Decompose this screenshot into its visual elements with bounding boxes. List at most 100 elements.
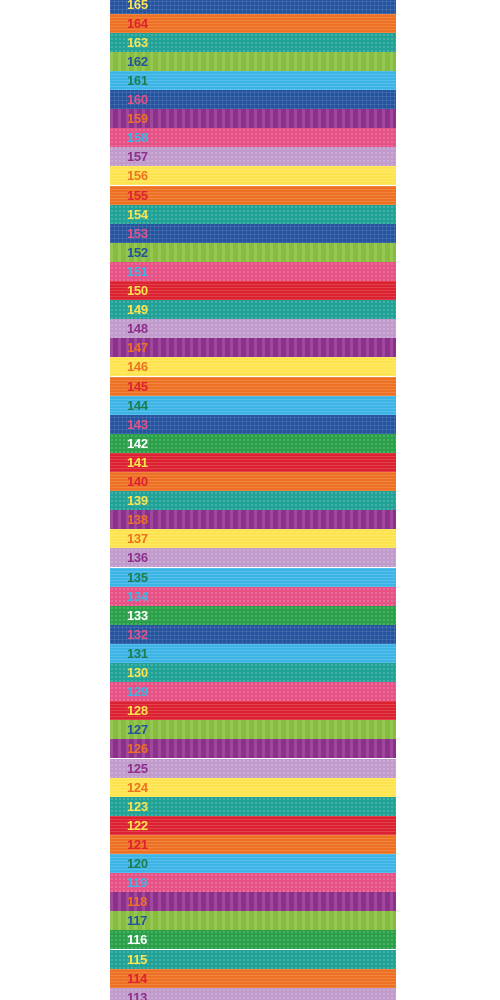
height-label: 151 bbox=[127, 263, 148, 279]
height-band: 131 bbox=[110, 643, 396, 663]
band-pattern bbox=[110, 567, 396, 587]
height-label: 160 bbox=[127, 92, 148, 107]
height-label: 121 bbox=[127, 836, 148, 852]
height-label: 117 bbox=[127, 913, 148, 929]
band-pattern bbox=[110, 204, 396, 224]
band-pattern bbox=[110, 624, 396, 644]
height-band: 115 bbox=[110, 949, 396, 969]
band-pattern bbox=[110, 128, 396, 148]
height-label: 142 bbox=[127, 435, 148, 451]
height-band: 161 bbox=[110, 70, 396, 90]
band-pattern bbox=[110, 395, 396, 415]
height-band: 155 bbox=[110, 185, 396, 205]
height-label: 145 bbox=[127, 378, 148, 394]
height-band: 129 bbox=[110, 682, 396, 702]
height-label: 164 bbox=[127, 15, 148, 31]
height-label: 137 bbox=[127, 531, 148, 547]
height-band: 120 bbox=[110, 854, 396, 874]
height-band: 122 bbox=[110, 815, 396, 835]
height-label: 154 bbox=[127, 206, 148, 222]
height-band: 137 bbox=[110, 529, 396, 549]
height-band: 124 bbox=[110, 777, 396, 797]
height-band: 149 bbox=[110, 300, 396, 320]
height-band: 151 bbox=[110, 261, 396, 281]
band-pattern bbox=[110, 605, 396, 625]
height-label: 162 bbox=[127, 53, 148, 69]
height-label: 150 bbox=[127, 283, 148, 298]
height-label: 122 bbox=[127, 817, 148, 833]
band-pattern bbox=[110, 720, 396, 740]
band-pattern bbox=[110, 529, 396, 549]
band-pattern bbox=[110, 472, 396, 492]
band-pattern bbox=[110, 357, 396, 377]
height-band: 157 bbox=[110, 147, 396, 167]
band-pattern bbox=[110, 873, 396, 893]
band-pattern bbox=[110, 185, 396, 205]
band-pattern bbox=[110, 586, 396, 606]
height-band: 158 bbox=[110, 128, 396, 148]
height-band: 130 bbox=[110, 663, 396, 683]
height-band: 118 bbox=[110, 892, 396, 912]
height-band: 126 bbox=[110, 739, 396, 759]
band-pattern bbox=[110, 701, 396, 721]
height-band: 164 bbox=[110, 13, 396, 33]
height-label: 127 bbox=[127, 722, 148, 738]
band-pattern bbox=[110, 319, 396, 339]
band-pattern bbox=[110, 261, 396, 281]
band-pattern bbox=[110, 433, 396, 453]
band-pattern bbox=[110, 281, 396, 301]
height-label: 155 bbox=[127, 187, 148, 203]
height-label: 147 bbox=[127, 340, 148, 356]
band-pattern bbox=[110, 376, 396, 396]
height-label: 123 bbox=[127, 798, 148, 814]
band-pattern bbox=[110, 223, 396, 243]
height-label: 115 bbox=[127, 951, 148, 967]
band-pattern bbox=[110, 147, 396, 167]
height-band: 145 bbox=[110, 376, 396, 396]
band-pattern bbox=[110, 796, 396, 816]
height-label: 125 bbox=[127, 760, 148, 776]
height-label: 129 bbox=[127, 684, 148, 700]
height-label: 165 bbox=[127, 0, 148, 12]
height-label: 159 bbox=[127, 111, 148, 127]
height-band: 116 bbox=[110, 930, 396, 950]
band-pattern bbox=[110, 338, 396, 358]
band-pattern bbox=[110, 854, 396, 874]
band-pattern bbox=[110, 987, 396, 1000]
band-pattern bbox=[110, 510, 396, 530]
height-label: 152 bbox=[127, 244, 148, 260]
height-band: 142 bbox=[110, 433, 396, 453]
height-band: 132 bbox=[110, 624, 396, 644]
height-label: 139 bbox=[127, 493, 148, 509]
band-pattern bbox=[110, 834, 396, 854]
height-band: 121 bbox=[110, 834, 396, 854]
height-band: 114 bbox=[110, 968, 396, 988]
band-pattern bbox=[110, 758, 396, 778]
height-label: 157 bbox=[127, 149, 148, 165]
height-band: 128 bbox=[110, 701, 396, 721]
height-label: 141 bbox=[127, 454, 148, 470]
height-label: 119 bbox=[127, 875, 148, 891]
height-band: 123 bbox=[110, 796, 396, 816]
height-label: 124 bbox=[127, 779, 148, 795]
height-label: 131 bbox=[127, 645, 148, 661]
height-label: 130 bbox=[127, 665, 148, 680]
height-label: 126 bbox=[127, 741, 148, 757]
height-label: 136 bbox=[127, 550, 148, 566]
band-pattern bbox=[110, 452, 396, 472]
height-band: 133 bbox=[110, 605, 396, 625]
band-pattern bbox=[110, 643, 396, 663]
height-label: 134 bbox=[127, 588, 148, 604]
height-band: 125 bbox=[110, 758, 396, 778]
band-pattern bbox=[110, 166, 396, 186]
band-pattern bbox=[110, 739, 396, 759]
band-pattern bbox=[110, 13, 396, 33]
band-pattern bbox=[110, 911, 396, 931]
height-band: 139 bbox=[110, 491, 396, 511]
height-label: 156 bbox=[127, 168, 148, 184]
band-pattern bbox=[110, 242, 396, 262]
height-label: 135 bbox=[127, 569, 148, 585]
height-band: 165 bbox=[110, 0, 396, 14]
height-band: 159 bbox=[110, 109, 396, 129]
height-band: 141 bbox=[110, 452, 396, 472]
